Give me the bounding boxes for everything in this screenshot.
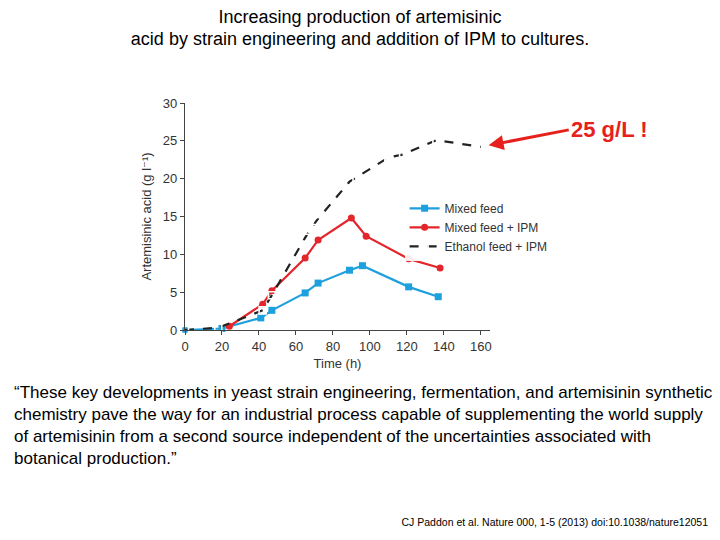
html-text:Increasing production of artem: Increasing production of artemisinic [218,7,502,27]
svg-text:10: 10 [163,247,177,262]
svg-text:Artemisinic acid (g l⁻¹): Artemisinic acid (g l⁻¹) [139,152,154,280]
svg-text:0: 0 [170,323,177,338]
svg-text:160: 160 [470,339,492,354]
html-text:CJ Paddon et al. Nature 000, 1: CJ Paddon et al. Nature 000, 1-5 (2013) … [401,516,708,528]
html-text:“These key developments in yea: “These key developments in yeast strain … [14,383,713,468]
svg-text:80: 80 [326,339,340,354]
svg-text:25: 25 [163,133,177,148]
svg-text:100: 100 [359,339,381,354]
svg-text:Time (h): Time (h) [314,356,362,371]
svg-text:Ethanol feed + IPM: Ethanol feed + IPM [445,240,547,254]
svg-text:Mixed feed + IPM: Mixed feed + IPM [445,221,539,235]
svg-text:140: 140 [433,339,455,354]
svg-text:20: 20 [215,339,229,354]
svg-text:25 g/L !: 25 g/L ! [571,117,648,142]
svg-text:60: 60 [289,339,303,354]
svg-text:120: 120 [396,339,418,354]
html-text:acid by strain engineering and: acid by strain engineering and addition … [130,29,590,49]
svg-text:15: 15 [163,209,177,224]
svg-text:Mixed feed: Mixed feed [445,202,504,216]
svg-text:30: 30 [163,96,177,111]
svg-text:40: 40 [252,339,266,354]
svg-text:0: 0 [181,339,188,354]
svg-text:20: 20 [163,171,177,186]
svg-text:5: 5 [170,285,177,300]
